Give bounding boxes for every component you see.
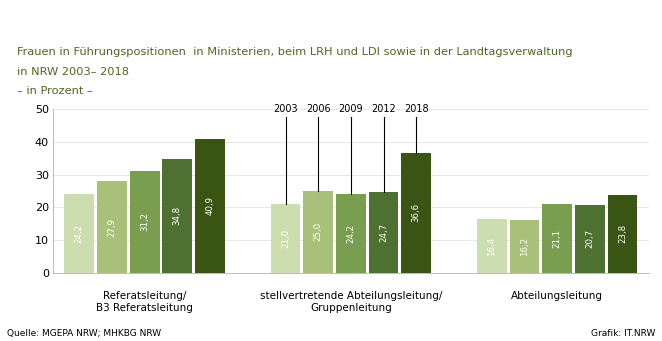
Text: Frauen in Führungspositionen  in Ministerien, beim LRH und LDI sowie in der Land: Frauen in Führungspositionen in Minister… <box>17 47 573 57</box>
Text: 40,9: 40,9 <box>205 196 214 216</box>
Bar <box>195 139 225 273</box>
Text: 24,2: 24,2 <box>346 224 355 243</box>
Bar <box>401 153 431 273</box>
Text: Grafik: IT.NRW: Grafik: IT.NRW <box>591 329 655 338</box>
Text: 25,0: 25,0 <box>314 222 322 241</box>
Text: Quelle: MGEPA NRW; MHKBG NRW: Quelle: MGEPA NRW; MHKBG NRW <box>7 329 161 338</box>
Bar <box>510 220 540 273</box>
Text: 2012: 2012 <box>371 104 396 114</box>
Bar <box>130 170 160 273</box>
Text: in NRW 2003– 2018: in NRW 2003– 2018 <box>17 66 129 77</box>
Text: stellvertretende Abteilungsleitung/
Gruppenleitung: stellvertretende Abteilungsleitung/ Grup… <box>260 291 442 313</box>
Text: 2018: 2018 <box>404 104 428 114</box>
Bar <box>64 194 94 273</box>
Text: 36,6: 36,6 <box>412 203 420 222</box>
Text: 20,7: 20,7 <box>585 229 594 249</box>
Bar <box>369 192 399 273</box>
Text: 31,2: 31,2 <box>140 212 149 231</box>
Bar <box>162 159 192 273</box>
Text: 24,2: 24,2 <box>75 224 84 243</box>
Bar <box>477 219 506 273</box>
Text: 16,4: 16,4 <box>487 236 496 255</box>
Text: – in Prozent –: – in Prozent – <box>17 86 93 96</box>
Bar <box>303 191 333 273</box>
Bar <box>336 194 365 273</box>
Text: 34,8: 34,8 <box>173 206 182 225</box>
Text: 24,7: 24,7 <box>379 223 388 242</box>
Text: 23,8: 23,8 <box>618 224 627 243</box>
Text: 2009: 2009 <box>338 104 363 114</box>
Bar <box>575 205 604 273</box>
Text: 2003: 2003 <box>273 104 298 114</box>
Text: 2006: 2006 <box>306 104 330 114</box>
Text: 21,0: 21,0 <box>281 229 290 248</box>
Bar <box>271 204 301 273</box>
Bar <box>542 204 572 273</box>
Text: 27,9: 27,9 <box>107 218 117 237</box>
Text: Abteilungsleitung: Abteilungsleitung <box>511 291 603 301</box>
Text: 21,1: 21,1 <box>553 229 561 248</box>
Text: Referatsleitung/
B3 Referatsleitung: Referatsleitung/ B3 Referatsleitung <box>96 291 193 313</box>
Text: 16,2: 16,2 <box>520 237 529 256</box>
Bar <box>97 181 127 273</box>
Bar <box>608 195 638 273</box>
